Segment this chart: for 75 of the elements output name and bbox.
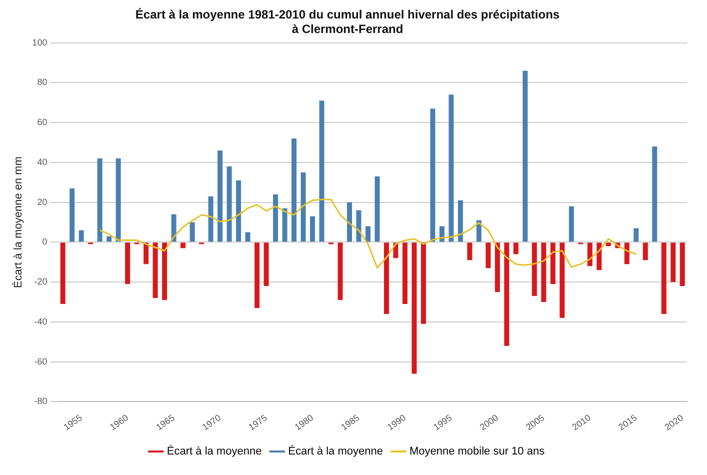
bar: [125, 242, 130, 284]
bar: [208, 196, 214, 242]
bar: [162, 242, 168, 300]
chart-title: Écart à la moyenne 1981-2010 du cumul annuel hivernal des précipitations à Clermont-Ferrand: [135, 8, 560, 36]
bar: [486, 242, 491, 268]
bar: [494, 242, 500, 292]
bar: [70, 188, 75, 242]
bar: [365, 226, 370, 242]
bar: [245, 232, 250, 242]
y-tick-label: 20: [37, 196, 48, 207]
bar: [439, 226, 444, 242]
bar: [402, 242, 408, 304]
y-tick-label: 0: [42, 236, 48, 247]
bar: [522, 70, 528, 242]
legend-label: Écart à la moyenne: [288, 444, 383, 458]
bar: [60, 242, 66, 304]
bar: [624, 242, 630, 264]
bar: [236, 180, 242, 242]
bar: [560, 242, 565, 318]
bar: [420, 242, 426, 324]
bar: [116, 158, 121, 242]
bar: [144, 242, 149, 264]
bar: [254, 242, 260, 308]
y-tick-label: 80: [37, 77, 48, 88]
y-tick-label: -40: [34, 316, 48, 326]
bar: [642, 242, 648, 260]
bar: [374, 176, 380, 242]
bar: [634, 228, 639, 242]
bar: [171, 214, 176, 242]
bar: [356, 210, 362, 242]
y-tick-label: -80: [34, 396, 48, 406]
y-tick-label: -20: [34, 276, 48, 287]
bar: [652, 146, 658, 242]
bar: [606, 242, 611, 246]
y-tick-label: 40: [37, 156, 48, 167]
bar: [273, 194, 278, 242]
bar: [78, 230, 84, 242]
bar: [476, 220, 482, 242]
bar: [106, 236, 112, 242]
bar: [504, 242, 510, 346]
legend-label: Écart à la moyenne: [166, 444, 262, 458]
bar: [190, 222, 195, 242]
bar: [467, 242, 472, 260]
bar: [568, 206, 574, 242]
bar: [430, 108, 436, 242]
y-tick-label: -60: [34, 356, 48, 366]
bar: [300, 172, 306, 242]
bar: [448, 94, 454, 242]
bar: [661, 242, 666, 314]
bar: [282, 208, 288, 242]
bar: [97, 158, 102, 242]
y-tick-label: 100: [32, 37, 48, 48]
bar: [218, 150, 223, 242]
bar: [310, 216, 315, 242]
bar: [550, 242, 556, 284]
y-axis-title: Écart à la moyenne en mm: [12, 156, 25, 288]
bar: [541, 242, 546, 302]
bar: [264, 242, 269, 286]
bar: [292, 138, 297, 242]
bar: [412, 242, 417, 374]
y-tick-label: 60: [37, 117, 48, 128]
bar: [384, 242, 389, 314]
bar: [226, 166, 232, 242]
bar: [587, 242, 592, 266]
bar: [680, 242, 685, 286]
bar: [458, 200, 463, 242]
bar: [338, 242, 343, 300]
bar: [670, 242, 676, 282]
bar: [513, 242, 518, 254]
bar: [596, 242, 602, 270]
bar: [152, 242, 158, 298]
bar: [180, 242, 186, 248]
legend-label: Moyenne mobile sur 10 ans: [409, 446, 546, 458]
bar: [346, 202, 352, 242]
bar: [532, 242, 537, 296]
